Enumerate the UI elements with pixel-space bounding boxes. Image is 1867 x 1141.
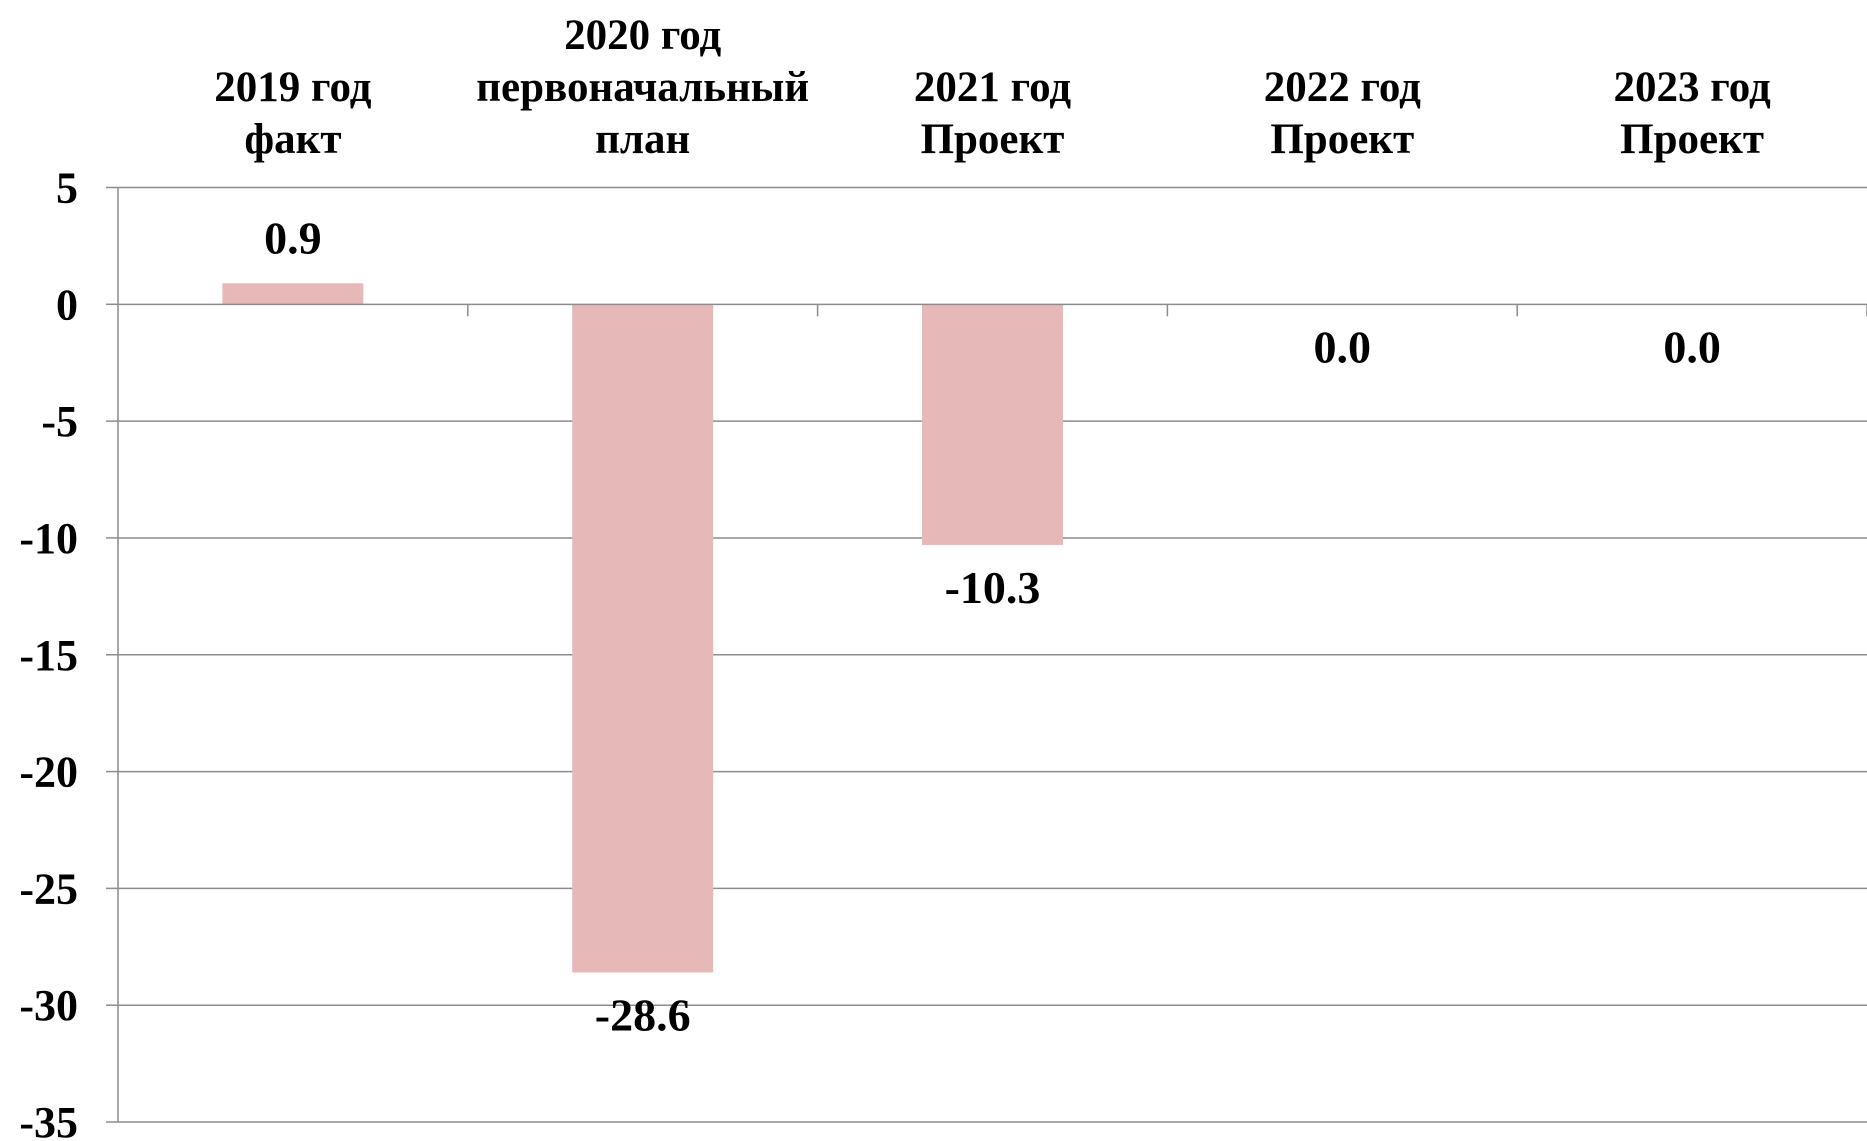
category-label-line: план <box>595 116 690 163</box>
y-axis-tick-label: -20 <box>19 748 78 797</box>
category-label-line: Проект <box>1270 116 1414 163</box>
data-label: -28.6 <box>595 989 691 1040</box>
y-axis-tick-label: -10 <box>19 514 78 563</box>
y-axis-tick-label: -5 <box>41 397 78 446</box>
y-axis-tick-label: -30 <box>19 981 78 1030</box>
category-label: 2023 год Проект <box>1613 64 1770 163</box>
category-label-line: Проект <box>1620 116 1764 163</box>
bar <box>922 304 1063 545</box>
category-label-line: первоначальный <box>476 64 809 111</box>
category-label: 2021 год Проект <box>914 64 1071 163</box>
bar <box>572 304 714 973</box>
y-axis-tick-label: -25 <box>19 864 78 913</box>
category-label-line: 2023 год <box>1613 64 1770 111</box>
y-axis-tick-label: -15 <box>19 631 78 680</box>
data-labels: 0.9 -28.6 -10.3 0.0 0.0 <box>264 212 1721 1040</box>
category-label-line: 2020 год <box>564 12 721 59</box>
y-axis-tick-label: 0 <box>56 280 78 329</box>
category-label: 2019 год факт <box>214 64 371 163</box>
category-label-line: 2021 год <box>914 64 1071 111</box>
axes <box>106 186 1867 1123</box>
data-label: -10.3 <box>945 562 1041 613</box>
y-axis-tick-label: -35 <box>19 1098 78 1141</box>
category-label-line: Проект <box>921 116 1065 163</box>
y-axis-tick-labels: 5 0 -5 -10 -15 -20 -25 -30 -35 <box>19 164 78 1141</box>
y-axis-tick-label: 5 <box>56 164 78 213</box>
data-label: 0.9 <box>264 212 322 263</box>
data-label: 0.0 <box>1663 321 1721 372</box>
category-label-line: факт <box>244 116 341 163</box>
data-label: 0.0 <box>1314 321 1372 372</box>
category-label: 2020 год первоначальный план <box>476 12 809 163</box>
bar <box>222 283 364 305</box>
category-label-line: 2019 год <box>214 64 371 111</box>
bars <box>222 283 1063 973</box>
category-label: 2022 год Проект <box>1264 64 1421 163</box>
category-label-line: 2022 год <box>1264 64 1421 111</box>
